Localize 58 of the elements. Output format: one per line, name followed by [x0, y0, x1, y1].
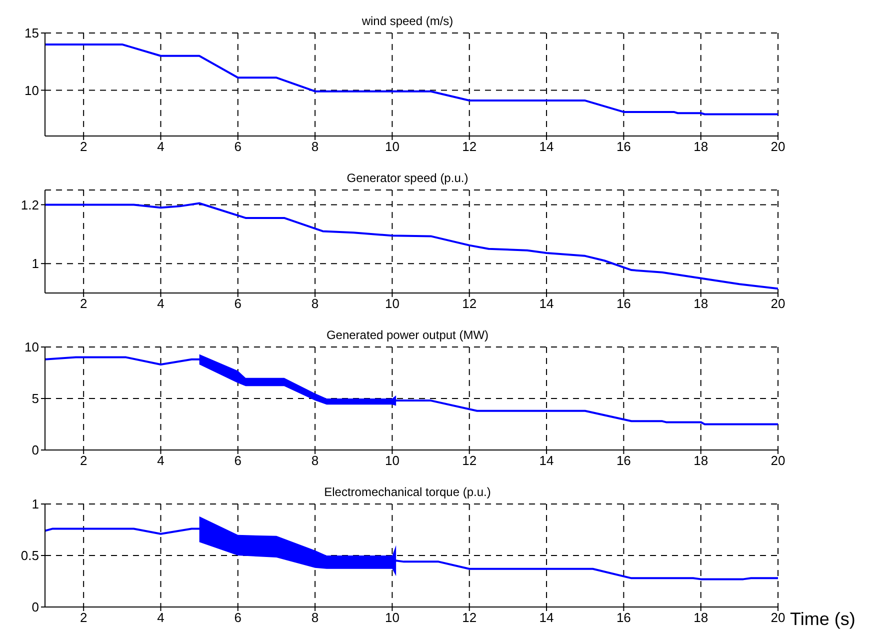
x-tick-label: 14 — [539, 453, 554, 468]
x-tick-label: 16 — [616, 296, 631, 312]
x-tick-label: 6 — [234, 610, 242, 626]
x-tick-label: 4 — [157, 610, 164, 626]
x-tick-label: 6 — [234, 296, 242, 312]
x-tick-label: 20 — [770, 296, 786, 312]
chart-title: Generated power output (MW) — [326, 328, 489, 342]
y-tick-label: 1 — [32, 496, 39, 512]
x-tick-label: 6 — [234, 453, 242, 468]
x-tick-label: 16 — [616, 610, 631, 626]
x-tick-label: 4 — [157, 453, 164, 468]
x-tick-label: 10 — [384, 610, 400, 626]
x-tick-label: 2 — [80, 139, 88, 154]
y-tick-label: 15 — [24, 26, 39, 41]
line-series — [45, 356, 778, 426]
y-tick-label: 5 — [32, 391, 39, 406]
x-tick-label: 6 — [234, 139, 242, 154]
x-tick-label: 18 — [694, 453, 708, 468]
x-tick-label: 4 — [157, 296, 164, 312]
chart-title: Electromechanical torque (p.u.) — [324, 485, 491, 499]
x-tick-label: 2 — [80, 610, 88, 626]
x-tick-label: 14 — [539, 610, 554, 626]
x-tick-label: 18 — [694, 139, 708, 154]
line-series — [45, 202, 778, 290]
x-tick-label: 10 — [384, 453, 400, 468]
x-tick-label: 20 — [770, 139, 786, 154]
x-tick-label: 12 — [462, 610, 477, 626]
x-tick-label: 8 — [311, 453, 319, 468]
y-tick-label: 0.5 — [20, 548, 39, 564]
x-tick-label: 16 — [616, 139, 631, 154]
y-tick-label: 0 — [32, 600, 39, 615]
x-tick-label: 20 — [770, 610, 786, 626]
x-tick-label: 18 — [694, 610, 708, 626]
x-tick-label: 14 — [539, 139, 554, 154]
x-tick-label: 10 — [384, 139, 400, 154]
x-tick-label: 8 — [311, 139, 319, 154]
x-tick-label: 10 — [384, 296, 400, 312]
x-axis-title: Time (s) — [790, 609, 856, 630]
chart-title: Generator speed (p.u.) — [346, 171, 470, 185]
x-tick-label: 12 — [462, 453, 477, 468]
chart-title: wind speed (m/s) — [362, 14, 454, 28]
x-tick-label: 18 — [694, 296, 708, 312]
x-tick-label: 2 — [80, 453, 88, 468]
x-tick-label: 14 — [539, 296, 554, 312]
y-tick-label: 10 — [24, 82, 39, 98]
y-tick-label: 1 — [32, 256, 39, 272]
y-tick-label: 0 — [32, 442, 39, 458]
x-tick-label: 16 — [616, 453, 631, 468]
x-tick-label: 12 — [462, 139, 477, 154]
x-tick-label: 8 — [311, 610, 319, 626]
y-tick-label: 1.2 — [20, 197, 39, 212]
y-tick-label: 10 — [24, 340, 39, 355]
x-tick-label: 4 — [157, 139, 164, 154]
x-tick-label: 8 — [311, 296, 319, 312]
line-series — [45, 43, 778, 116]
x-tick-label: 2 — [80, 296, 88, 312]
x-tick-label: 20 — [770, 453, 786, 468]
x-tick-label: 12 — [462, 296, 477, 312]
